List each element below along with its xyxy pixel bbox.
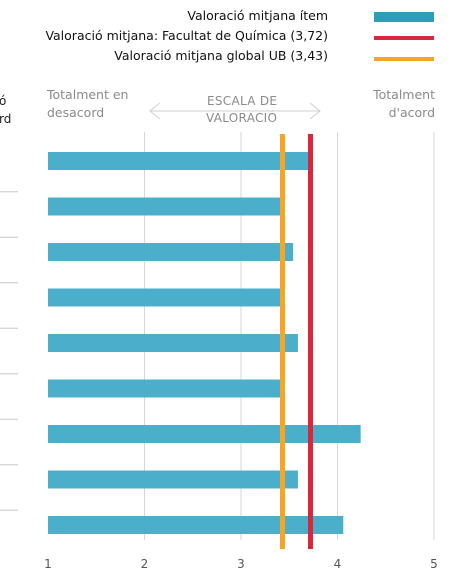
cut-label-line2: rd bbox=[0, 112, 12, 126]
bar bbox=[48, 379, 283, 398]
scale-right-line2: d'acord bbox=[388, 105, 435, 120]
scale-center-line2: VALORACIÓ bbox=[206, 111, 278, 125]
legend-faculty-swatch bbox=[374, 36, 434, 40]
bar bbox=[48, 243, 294, 261]
cut-label-line1: ó bbox=[0, 94, 7, 108]
scale-arrow bbox=[149, 102, 321, 120]
bar bbox=[48, 425, 361, 443]
x-tick-label: 3 bbox=[237, 557, 245, 571]
x-tick-label: 4 bbox=[334, 557, 342, 571]
legend-item-label: Valoració mitjana ítem bbox=[187, 8, 328, 23]
bar bbox=[48, 197, 283, 216]
bar bbox=[48, 288, 285, 307]
x-tick-label: 5 bbox=[430, 557, 438, 571]
legend-global-swatch bbox=[374, 57, 434, 61]
scale-right-line1: Totalment bbox=[373, 87, 435, 102]
bar bbox=[48, 470, 298, 489]
x-tick-label: 2 bbox=[141, 557, 149, 571]
bar bbox=[48, 516, 344, 534]
legend-faculty-label: Valoració mitjana: Facultat de Química (… bbox=[45, 28, 328, 43]
bar bbox=[48, 334, 298, 352]
legend-item-swatch bbox=[374, 12, 434, 22]
scale-center-line1: ESCALA DE bbox=[207, 94, 278, 108]
bar bbox=[48, 152, 313, 170]
x-tick-label: 1 bbox=[44, 557, 52, 571]
scale-left-line2: desacord bbox=[47, 105, 105, 120]
legend-global-label: Valoració mitjana global UB (3,43) bbox=[114, 48, 328, 63]
scale-left-line1: Totalment en bbox=[47, 87, 129, 102]
